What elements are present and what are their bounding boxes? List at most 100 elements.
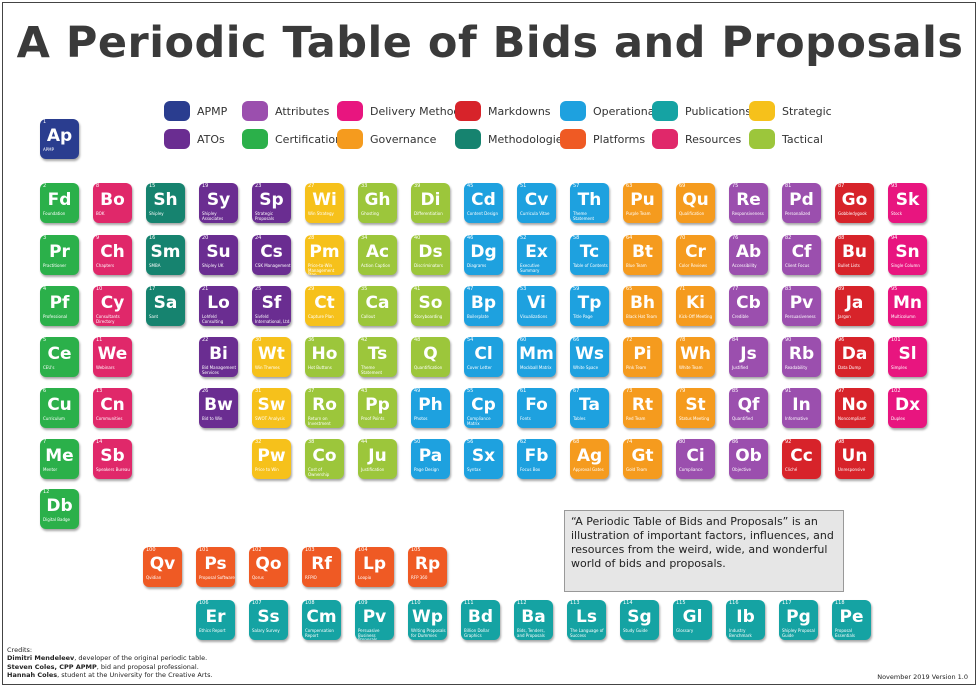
- element-tile: 115 Gl Glossary: [673, 600, 712, 640]
- element-tile: 36 Ho Hot Buttons: [305, 337, 344, 377]
- element-tile: 38 Co Cost of Ownership: [305, 439, 344, 479]
- credit-text: , developer of the original periodic tab…: [74, 654, 208, 663]
- element-tile: 48 Q Quantification: [411, 337, 450, 377]
- element-name: Foundation: [43, 211, 66, 216]
- element-number: 66: [573, 337, 580, 343]
- element-number: 106: [199, 600, 209, 606]
- element-symbol: Ci: [686, 446, 705, 466]
- legend-label: Attributes: [275, 104, 330, 118]
- element-symbol: Ch: [100, 242, 125, 262]
- element-name: Win Strategy: [308, 211, 334, 216]
- legend-swatch: [242, 129, 268, 149]
- element-symbol: Sm: [150, 242, 181, 262]
- legend-swatch: [164, 101, 190, 121]
- element-name: RFP 360: [411, 575, 428, 580]
- element-tile: 30 Wt Win Themes: [252, 337, 291, 377]
- element-name: Purple Team: [626, 211, 651, 216]
- element-name: Title Page: [573, 314, 593, 319]
- element-symbol: Ki: [685, 293, 705, 313]
- element-tile: 25 Sf Sivfeld International, Ltd.: [252, 286, 291, 326]
- element-number: 100: [146, 547, 156, 553]
- element-symbol: Ag: [576, 446, 603, 466]
- legend-item: Methodologies: [455, 129, 568, 149]
- element-number: 118: [835, 600, 845, 606]
- element-symbol: Bh: [629, 293, 656, 313]
- element-number: 19: [202, 183, 209, 189]
- element-number: 116: [729, 600, 739, 606]
- element-symbol: Ro: [312, 395, 337, 415]
- legend-item: Publications: [652, 101, 751, 121]
- element-tile: 87 Go Gobbledygook: [835, 183, 874, 223]
- element-tile: 57 Th Theme Statement: [570, 183, 609, 223]
- element-symbol: Fo: [525, 395, 548, 415]
- element-name: Status Meeting: [679, 416, 710, 421]
- element-name: Action Caption: [361, 263, 391, 268]
- element-name: Red Team: [626, 416, 646, 421]
- credit-line: Dimitri Mendeleev, developer of the orig…: [7, 654, 213, 662]
- element-name: Unresponsive: [838, 467, 866, 472]
- element-symbol: Cp: [471, 395, 496, 415]
- element-name: Strategic Proposals: [255, 211, 275, 221]
- element-tile: 81 Pd Personalized: [782, 183, 821, 223]
- element-tile: 90 Rb Readability: [782, 337, 821, 377]
- element-symbol: Ex: [525, 242, 548, 262]
- element-tile: 46 Dg Diagrams: [464, 235, 503, 275]
- element-tile: 62 Fb Focus Box: [517, 439, 556, 479]
- element-tile: 42 Ts Theme Statement: [358, 337, 397, 377]
- element-tile: 55 Cp Compliance Matrix: [464, 388, 503, 428]
- element-name: Accessibility: [732, 263, 757, 268]
- element-symbol: Ce: [47, 344, 72, 364]
- element-name: Lohfeld Consulting: [202, 314, 224, 324]
- element-name: Responsiveness: [732, 211, 764, 216]
- element-tile: 73 Rt Red Team: [623, 388, 662, 428]
- legend-item: Governance: [337, 129, 436, 149]
- element-tile: 8 Bo BOK: [93, 183, 132, 223]
- legend-item: Resources: [652, 129, 741, 149]
- element-tile: 31 Sw SWOT Analysis: [252, 388, 291, 428]
- element-name: Glossary: [676, 628, 694, 633]
- element-name: Shipley: [149, 211, 164, 216]
- element-name: Digital Badge: [43, 517, 70, 522]
- element-tile: 69 Qu Qualification: [676, 183, 715, 223]
- element-number: 36: [308, 337, 315, 343]
- element-name: Discriminators: [414, 263, 443, 268]
- element-symbol: Un: [841, 446, 868, 466]
- element-number: 54: [467, 337, 474, 343]
- element-symbol: Cm: [306, 607, 337, 627]
- element-tile: 107 Ss Salary Survey: [249, 600, 288, 640]
- element-tile: 49 Ph Photos: [411, 388, 450, 428]
- element-name: Writing Proposals for Dummies: [411, 628, 446, 638]
- element-symbol: Pw: [257, 446, 286, 466]
- credits: Credits: Dimitri Mendeleev, developer of…: [7, 646, 213, 679]
- element-number: 53: [520, 286, 527, 292]
- legend-item: Attributes: [242, 101, 329, 121]
- element-symbol: Bt: [631, 242, 654, 262]
- element-symbol: Me: [45, 446, 74, 466]
- element-tile: 40 Ds Discriminators: [411, 235, 450, 275]
- element-symbol: Ju: [368, 446, 387, 466]
- element-symbol: Qv: [149, 554, 176, 574]
- element-name: Objective: [732, 467, 751, 472]
- element-tile: 45 Cd Content Design: [464, 183, 503, 223]
- element-name: Qvidian: [146, 575, 162, 580]
- element-name: Executive Summary: [520, 263, 540, 273]
- element-name: SMBA: [149, 263, 161, 268]
- element-tile: 15 Sh Shipley: [146, 183, 185, 223]
- element-symbol: Dg: [470, 242, 497, 262]
- element-tile: 26 Bw Bid to Win: [199, 388, 238, 428]
- element-number: 77: [732, 286, 739, 292]
- element-tile: 101 Sl Simplex: [888, 337, 927, 377]
- element-number: 22: [202, 337, 209, 343]
- element-name: Kick-Off Meeting: [679, 314, 713, 319]
- element-tile: 1 Ap APMP: [40, 119, 79, 159]
- element-name: Curricula Vitae: [520, 211, 550, 216]
- element-symbol: Ta: [579, 395, 600, 415]
- element-symbol: Ph: [418, 395, 443, 415]
- element-number: 26: [202, 388, 209, 394]
- legend-label: Publications: [685, 104, 752, 118]
- element-tile: 108 Cm Compensation Report: [302, 600, 341, 640]
- element-tile: 74 Gt Gold Team: [623, 439, 662, 479]
- element-number: 58: [573, 235, 580, 241]
- element-number: 89: [838, 286, 845, 292]
